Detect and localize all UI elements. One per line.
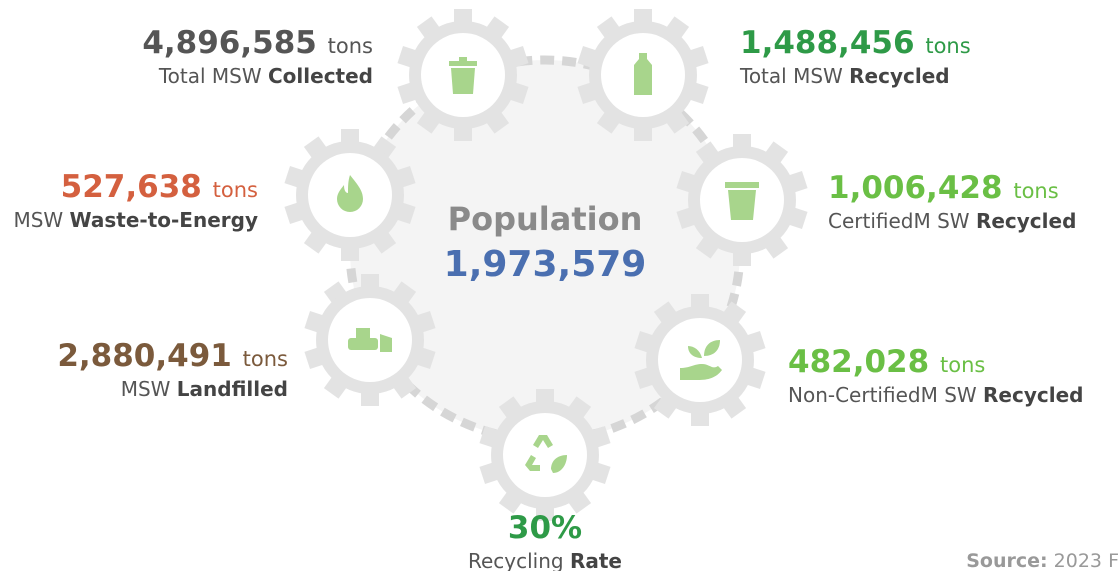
metric-number: 30%	[508, 510, 582, 546]
gear	[634, 294, 766, 426]
metric-unit: tons	[328, 34, 373, 58]
icon-part	[680, 364, 722, 380]
gear-face	[503, 413, 587, 497]
icon-part	[451, 68, 475, 94]
icon-part	[380, 334, 392, 352]
metric-value: 2,880,491 tons	[57, 338, 288, 374]
metric-value: 4,896,585 tons	[142, 25, 373, 61]
icon-part	[634, 53, 652, 95]
label-text: Total MSW	[739, 64, 849, 88]
metric-unit: tons	[925, 34, 970, 58]
icon-part	[728, 190, 756, 220]
metric-label: Non-CertifiedM SW Recycled	[788, 383, 1083, 407]
metric-label: Total MSW Collected	[158, 64, 373, 88]
center-title: Population	[448, 200, 643, 238]
icon	[449, 57, 477, 94]
metric-number: 4,896,585	[142, 25, 317, 61]
metric-label: Total MSW Recycled	[739, 64, 950, 88]
icon	[525, 435, 567, 473]
label-text: MSW	[13, 208, 69, 232]
icon-part	[688, 346, 702, 358]
icon-part	[704, 340, 720, 356]
icon	[634, 53, 652, 95]
icon-part	[459, 57, 467, 61]
icon	[348, 328, 392, 352]
gear	[284, 129, 416, 261]
icon	[725, 182, 759, 220]
source: Source: 2023 F	[966, 550, 1119, 571]
gear	[479, 389, 611, 521]
icon-part	[525, 455, 540, 471]
metric-number: 2,880,491	[57, 338, 232, 374]
metric-label: MSW Landfilled	[121, 377, 288, 401]
icon-part	[725, 182, 759, 188]
label-text: Non-CertifiedM SW	[788, 383, 983, 407]
metric-unit: tons	[940, 353, 985, 377]
metric-label: CertifiedM SW Recycled	[828, 209, 1076, 233]
icon-part	[348, 338, 378, 350]
label-bold: Recycled	[983, 383, 1083, 407]
gear-face	[658, 318, 742, 402]
gear	[397, 9, 529, 141]
icon-part	[449, 61, 477, 66]
source-label: Source:	[966, 550, 1047, 571]
metric-unit: tons	[1013, 179, 1058, 203]
metric-value: 482,028 tons	[788, 344, 985, 380]
gear	[577, 9, 709, 141]
metric-value: 1,488,456 tons	[740, 25, 971, 61]
metric-unit: tons	[213, 178, 258, 202]
metric-value: 1,006,428 tons	[828, 170, 1059, 206]
metric-value: 527,638 tons	[61, 169, 258, 205]
center-value: 1,973,579	[444, 244, 647, 285]
icon	[337, 175, 363, 212]
label-text: Recycling	[468, 549, 570, 571]
label-bold: Rate	[570, 549, 622, 571]
label-bold: Collected	[268, 64, 373, 88]
icon	[680, 340, 722, 380]
gear	[676, 134, 808, 266]
icon-part	[356, 328, 370, 338]
label-bold: Recycled	[849, 64, 949, 88]
label-text: Total MSW	[158, 64, 268, 88]
label-text: CertifiedM SW	[828, 209, 976, 233]
metric-label: MSW Waste-to-Energy	[13, 208, 258, 232]
label-bold: Recycled	[976, 209, 1076, 233]
metric-label: Recycling Rate	[468, 549, 622, 571]
gear	[304, 274, 436, 406]
metric-number: 482,028	[788, 344, 929, 380]
metric-number: 1,006,428	[828, 170, 1003, 206]
metric-number: 527,638	[61, 169, 202, 205]
label-text: MSW	[121, 377, 177, 401]
source-text: 2023 F	[1054, 550, 1119, 571]
icon-part	[337, 175, 363, 212]
metric-value: 30%	[508, 510, 582, 546]
metric-number: 1,488,456	[740, 25, 915, 61]
label-bold: Waste-to-Energy	[70, 208, 258, 232]
icon-part	[533, 435, 553, 448]
metric-unit: tons	[243, 347, 288, 371]
label-bold: Landfilled	[177, 377, 288, 401]
icon-part	[551, 455, 567, 473]
